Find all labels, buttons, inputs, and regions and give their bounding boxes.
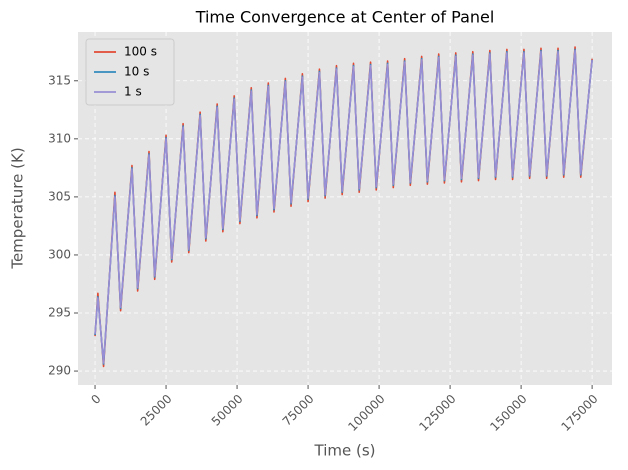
x-tick-label: 0 [88, 392, 103, 407]
x-tick-label: 150000 [487, 392, 529, 434]
legend-label: 10 s [124, 65, 149, 79]
y-tick-label: 300 [48, 247, 71, 261]
x-tick-label: 75000 [280, 392, 317, 429]
x-tick-label: 175000 [558, 392, 600, 434]
line-series [94, 49, 593, 364]
x-tick-label: 125000 [416, 392, 458, 434]
legend-box [85, 38, 175, 106]
y-tick-label: 315 [48, 73, 71, 87]
y-axis-label: Temperature (K) [9, 147, 27, 269]
y-tick-label: 310 [48, 131, 71, 145]
y-tick-label: 295 [48, 306, 71, 320]
legend-label: 1 s [124, 85, 142, 99]
x-tick-label: 50000 [209, 392, 246, 429]
x-axis-label: Time (s) [314, 442, 376, 460]
legend-label: 100 s [124, 45, 157, 59]
y-tick-label: 290 [48, 364, 71, 378]
chart-title: Time Convergence at Center of Panel [195, 8, 495, 27]
x-tick-label: 25000 [138, 392, 175, 429]
x-tick-label: 100000 [345, 392, 387, 434]
y-tick-label: 305 [48, 189, 71, 203]
